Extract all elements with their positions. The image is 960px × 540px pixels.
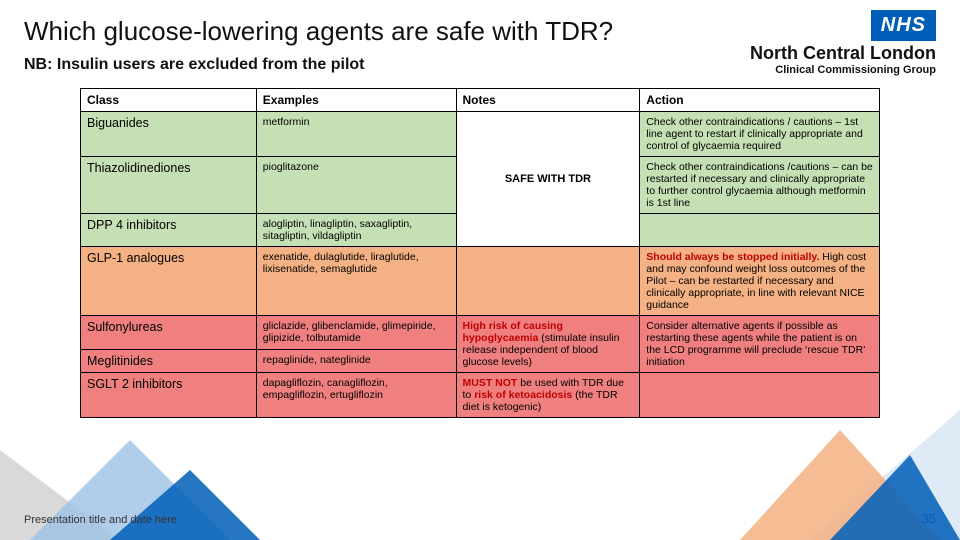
table-cell: Check other contraindications /cautions …: [640, 157, 880, 214]
page-number: 35: [922, 511, 936, 526]
table-cell: Check other contraindications / cautions…: [640, 112, 880, 157]
col-examples: Examples: [256, 89, 456, 112]
table-cell: [456, 247, 640, 316]
table-cell: pioglitazone: [256, 157, 456, 214]
table-row: Sulfonylureasgliclazide, glibenclamide, …: [81, 316, 880, 350]
table-cell: SGLT 2 inhibitors: [81, 373, 257, 418]
table-cell: SAFE WITH TDR: [456, 112, 640, 247]
nhs-logo: NHS North Central London Clinical Commis…: [750, 10, 936, 76]
table-row: BiguanidesmetforminSAFE WITH TDRCheck ot…: [81, 112, 880, 157]
table-cell: [640, 373, 880, 418]
table-row: GLP-1 analoguesexenatide, dulaglutide, l…: [81, 247, 880, 316]
page-subtitle: NB: Insulin users are excluded from the …: [24, 56, 365, 74]
table-cell: Thiazolidinediones: [81, 157, 257, 214]
table-cell: Consider alternative agents if possible …: [640, 316, 880, 373]
table-cell: Meglitinides: [81, 349, 257, 372]
table-cell: alogliptin, linagliptin, saxagliptin, si…: [256, 214, 456, 247]
table-cell: [640, 214, 880, 247]
logo-sub-text: Clinical Commissioning Group: [750, 64, 936, 76]
table-cell: MUST NOT be used with TDR due to risk of…: [456, 373, 640, 418]
table-row: SGLT 2 inhibitorsdapagliflozin, canaglif…: [81, 373, 880, 418]
page-title: Which glucose-lowering agents are safe w…: [24, 16, 613, 47]
agents-table: Class Examples Notes Action Biguanidesme…: [80, 88, 880, 418]
footer-title: Presentation title and date here: [24, 514, 177, 526]
table-cell: exenatide, dulaglutide, liraglutide, lix…: [256, 247, 456, 316]
table-cell: Sulfonylureas: [81, 316, 257, 350]
table-cell: GLP-1 analogues: [81, 247, 257, 316]
table-cell: DPP 4 inhibitors: [81, 214, 257, 247]
logo-main-text: North Central London: [750, 43, 936, 64]
deco-right: [680, 400, 960, 540]
col-class: Class: [81, 89, 257, 112]
col-notes: Notes: [456, 89, 640, 112]
table-cell: dapagliflozin, canagliflozin, empagliflo…: [256, 373, 456, 418]
nhs-badge: NHS: [871, 10, 936, 41]
table-cell: metformin: [256, 112, 456, 157]
table-cell: repaglinide, nateglinide: [256, 349, 456, 372]
table-cell: Biguanides: [81, 112, 257, 157]
table-cell: gliclazide, glibenclamide, glimepiride, …: [256, 316, 456, 350]
col-action: Action: [640, 89, 880, 112]
table-cell: High risk of causing hypoglycaemia (stim…: [456, 316, 640, 373]
table-cell: Should always be stopped initially. High…: [640, 247, 880, 316]
agents-table-container: Class Examples Notes Action Biguanidesme…: [80, 88, 880, 418]
